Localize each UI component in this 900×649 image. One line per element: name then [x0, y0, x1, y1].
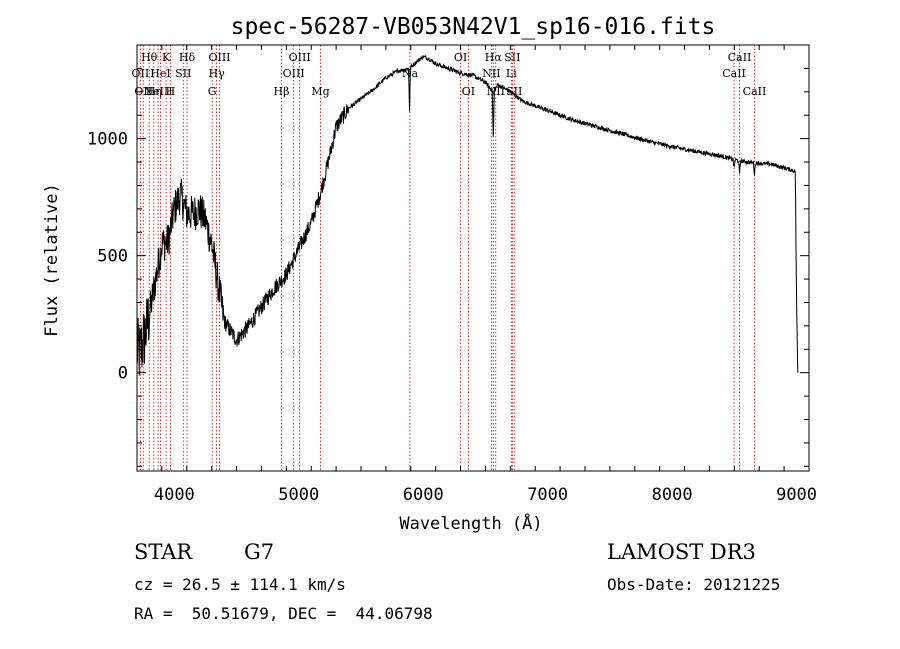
line-marker-label: OIII	[208, 51, 230, 64]
line-marker-label: OII	[132, 67, 150, 80]
line-marker-label: K	[162, 51, 171, 64]
object-subclass: G7	[244, 540, 275, 564]
x-tick-label: 6000	[403, 485, 444, 505]
line-marker-label: Li	[506, 67, 517, 80]
line-marker-label: CaII	[722, 67, 746, 80]
line-marker-label: SII	[506, 85, 522, 98]
line-marker-label: Hβ	[274, 85, 290, 98]
survey-name: LAMOST DR3	[607, 540, 756, 564]
plot-frame	[136, 44, 810, 472]
line-marker-label: SII	[175, 67, 191, 80]
x-tick-label: 5000	[278, 485, 319, 505]
y-axis-label: Flux (relative)	[42, 183, 62, 337]
y-tick-label: 0	[118, 364, 128, 384]
x-axis-label: Wavelength (Å)	[399, 512, 542, 534]
line-marker-label: NeIII	[143, 85, 172, 98]
line-marker-label: H	[166, 85, 176, 98]
spectrum-line	[136, 55, 799, 376]
obs-date: Obs-Date: 20121225	[607, 575, 781, 594]
line-marker-label: OI	[454, 51, 467, 64]
x-tick-label: 7000	[527, 485, 568, 505]
axis-labels: 4000 5000 6000 7000 8000 9000 0 500 1000	[87, 130, 817, 505]
line-marker-label: Hδ	[179, 51, 196, 64]
line-marker-label: OII	[134, 85, 152, 98]
line-marker-label: CaII	[743, 85, 767, 98]
object-class: STAR	[134, 540, 193, 564]
axis-ticks	[136, 44, 810, 471]
line-marker-label: Hα	[485, 51, 503, 64]
line-marker-label: OI	[462, 85, 475, 98]
line-marker-label: SII	[504, 51, 520, 64]
line-marker-label: G	[208, 85, 217, 98]
line-marker-label: CaII	[728, 51, 752, 64]
line-marker-label: OIII	[283, 67, 305, 80]
line-marker-label: Mg	[311, 85, 329, 98]
line-markers: OIIOIIHθHηNeIIIHeIKHSIIHδGHγOIIIHβOIIIOI…	[132, 45, 767, 471]
line-marker-label: OIII	[289, 51, 311, 64]
line-marker-label: HeI	[150, 67, 170, 80]
line-marker-label: NII	[482, 67, 500, 80]
x-tick-label: 4000	[154, 485, 195, 505]
x-tick-label: 8000	[652, 485, 693, 505]
y-tick-label: 500	[97, 247, 128, 267]
y-tick-label: 1000	[87, 130, 128, 150]
chart-title: spec-56287-VB053N42V1_sp16-016.fits	[231, 14, 716, 40]
line-marker-label: Hγ	[209, 67, 226, 80]
line-marker-label: Hθ	[141, 51, 158, 64]
x-tick-label: 9000	[776, 485, 817, 505]
redshift-cz: cz = 26.5 ± 114.1 km/s	[134, 575, 346, 594]
ra-dec-coords: RA = 50.51679, DEC = 44.06798	[134, 604, 433, 623]
